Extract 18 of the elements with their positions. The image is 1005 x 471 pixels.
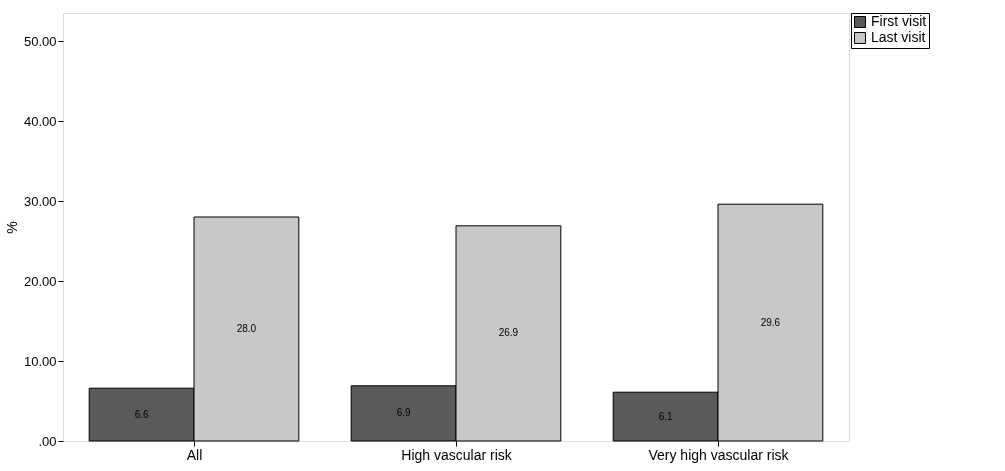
y-tick-label: 50.00 bbox=[23, 33, 57, 49]
x-tick-label: All bbox=[186, 446, 203, 463]
data-label: 26.9 bbox=[498, 327, 519, 339]
data-label: 28.0 bbox=[236, 323, 257, 334]
y-tick-label: 10.00 bbox=[23, 353, 57, 369]
data-label: 6.1 bbox=[658, 410, 673, 422]
y-tick-label: 20.00 bbox=[23, 273, 57, 289]
x-tick-label: High vascular risk bbox=[401, 446, 513, 463]
x-tick-label: Very high vascular risk bbox=[648, 446, 790, 463]
data-label: 6.6 bbox=[134, 408, 149, 420]
y-tick-label: 30.00 bbox=[23, 193, 57, 209]
y-tick-label: 40.00 bbox=[23, 113, 57, 129]
data-label: 29.6 bbox=[760, 316, 781, 328]
data-label: 6.9 bbox=[396, 407, 411, 419]
y-axis-title: % bbox=[3, 221, 20, 234]
y-tick-label: .00 bbox=[38, 433, 57, 449]
legend-label: Last visit bbox=[871, 29, 926, 45]
legend-label: First visit bbox=[871, 13, 927, 29]
